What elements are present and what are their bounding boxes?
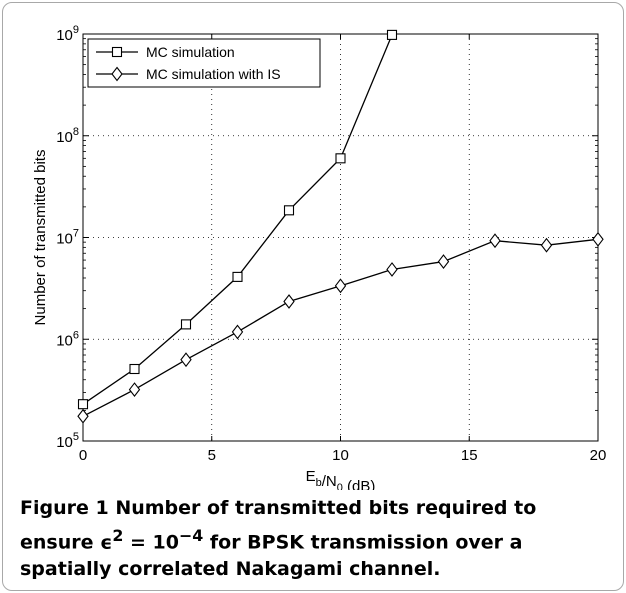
x-axis-label: Eb/N0 (dB): [306, 468, 376, 490]
diamond-marker: [231, 324, 244, 340]
caption-epsilon: ϵ: [100, 531, 113, 554]
diamond-marker: [540, 237, 553, 253]
caption-text-part2: for BPSK transmission over a spatially c…: [20, 531, 523, 581]
square-marker: [283, 205, 295, 216]
square-marker: [232, 271, 243, 282]
caption-text-part1: Number of transmitted bits required to e…: [20, 497, 537, 554]
legend-label-1: MC simulation: [146, 44, 235, 60]
diamond-marker: [386, 262, 398, 277]
x-tick-label: 5: [208, 447, 216, 464]
x-tick-label: 20: [590, 447, 607, 464]
square-marker: [335, 153, 346, 164]
legend-label-2: MC simulation with IS: [146, 66, 281, 82]
diamond-marker: [128, 382, 141, 398]
x-tick-label: 10: [332, 447, 349, 464]
caption-equals: = 10: [123, 531, 179, 554]
y-tick-label: 108: [56, 126, 79, 146]
square-marker: [386, 29, 398, 40]
square-marker: [77, 399, 89, 410]
legend-square-marker: [111, 46, 123, 58]
legend-box: [87, 38, 321, 88]
y-tick-label: 105: [56, 431, 79, 451]
diamond-marker: [592, 231, 604, 247]
diamond-marker: [437, 254, 450, 269]
diamond-marker: [489, 233, 501, 249]
caption-label: Figure 1: [20, 497, 109, 519]
x-tick-label: 0: [79, 447, 87, 464]
chart: 0 5 10 15 20 105 106 107 108 109 Eb/N0 (dB) Number …: [32, 24, 606, 490]
y-tick-label: 106: [56, 329, 79, 349]
y-tick-label: 107: [56, 228, 79, 248]
diamond-marker: [180, 352, 192, 368]
square-marker: [129, 363, 140, 375]
plot-area: 0 5 10 15 20 105 106 107 108 109 Eb/N0 (dB) Number …: [32, 24, 606, 490]
diamond-marker: [77, 408, 89, 424]
caption-exponent: −4: [178, 526, 204, 545]
x-tick-label: 15: [461, 447, 478, 464]
figure-caption: Figure 1 Number of transmitted bits requ…: [20, 495, 610, 583]
caption-epsilon-power: 2: [112, 526, 124, 545]
diamond-marker: [283, 294, 295, 309]
square-marker: [180, 319, 192, 330]
diamond-marker: [334, 278, 347, 294]
y-tick-label: 109: [56, 24, 79, 44]
legend-diamond-marker: [111, 66, 123, 82]
y-axis-label: Number of transmitted bits: [32, 150, 49, 326]
